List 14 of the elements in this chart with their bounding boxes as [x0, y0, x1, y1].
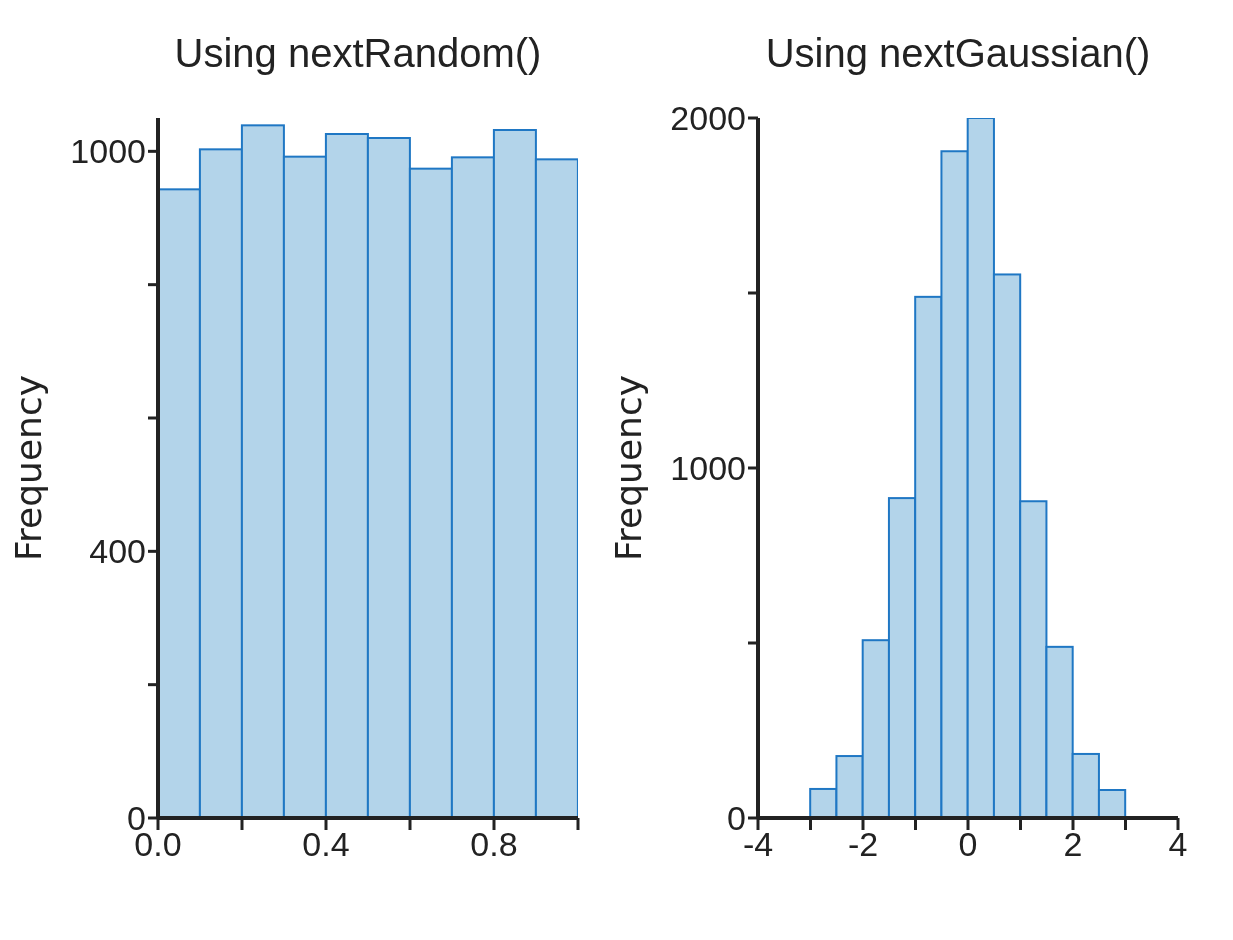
y-tick-label: 400: [89, 532, 146, 571]
x-tick-label: 0.4: [302, 825, 350, 864]
y-tick-label: 1000: [670, 449, 746, 488]
x-tick-label: -2: [847, 825, 879, 864]
x-tick-label: 4: [1168, 825, 1188, 864]
x-tick-label: 2: [1063, 825, 1083, 864]
y-tick-label: 2000: [670, 99, 746, 138]
x-tick-label: 0: [958, 825, 978, 864]
y-tick-label: 1000: [70, 132, 146, 171]
y-axis-title: Frequency: [607, 375, 649, 561]
chart-title: Using nextGaussian(): [764, 30, 1152, 77]
y-axis-title: Frequency: [7, 375, 49, 561]
chart-title: Using nextRandom(): [173, 30, 543, 77]
x-tick-label: 0.8: [470, 825, 518, 864]
